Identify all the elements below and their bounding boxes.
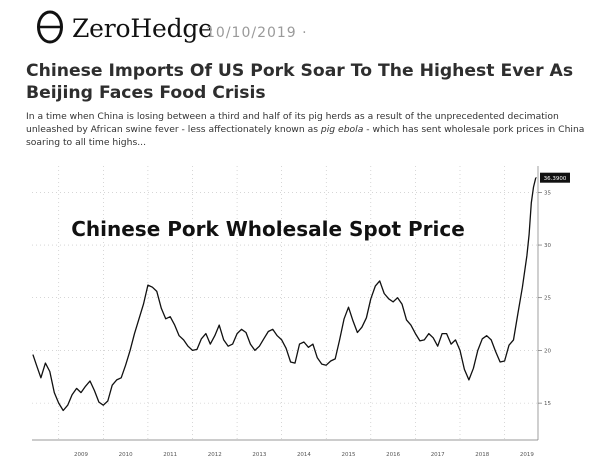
pork-price-chart: 15 20 25 30 35 2009 2010 2011 2012 2013 2014 2015 20… (32, 166, 570, 458)
article-headline[interactable]: Chinese Imports Of US Pork Soar To The H… (26, 61, 574, 103)
x-tick-label: 2010 (119, 452, 133, 458)
article-date-value: 10/10/2019 (206, 25, 297, 41)
chart-container: 15 20 25 30 35 2009 2010 2011 2012 2013 2014 2015 20… (28, 160, 588, 467)
price-series-line (32, 177, 537, 412)
x-tick-label: 2014 (297, 452, 311, 458)
x-tick-label: 2012 (208, 452, 222, 458)
site-logo-text[interactable]: ZeroHedge (72, 14, 213, 43)
x-tick-label: 2019 (520, 452, 534, 458)
x-tick-label: 2018 (475, 452, 489, 458)
axis-layer: 15 20 25 30 35 2009 2010 2011 2012 2013 2014 2015 20… (32, 166, 551, 458)
article-intro: In a time when China is losing between a… (26, 110, 591, 149)
x-tick-label: 2016 (386, 452, 400, 458)
x-tick-label: 2009 (74, 452, 88, 458)
last-value-label: 36.3900 (544, 176, 567, 182)
y-tick-label: 20 (544, 348, 551, 354)
site-header: ZeroHedge 10/10/2019 · (36, 8, 586, 48)
x-tick-label: 2013 (252, 452, 266, 458)
series-layer: 36.3900 (32, 172, 570, 412)
grid-layer (32, 166, 538, 440)
x-tick-label: 2011 (163, 452, 177, 458)
x-tick-label: 2015 (342, 452, 356, 458)
intro-text-2: - which has sent wholesale pork prices i… (26, 124, 585, 148)
chart-title: Chinese Pork Wholesale Spot Price (71, 217, 465, 241)
y-tick-label: 15 (544, 401, 551, 407)
intro-text-1: In a time when China is losing between a… (26, 111, 559, 135)
y-tick-label: 25 (544, 296, 551, 302)
x-tick-label: 2017 (431, 452, 445, 458)
theta-logo-icon[interactable] (36, 10, 64, 44)
article-date: 10/10/2019 · (206, 25, 308, 41)
date-separator: · (302, 25, 308, 41)
y-tick-label: 30 (544, 243, 551, 249)
y-tick-label: 35 (544, 190, 551, 196)
last-value-badge (540, 172, 570, 183)
intro-emphasis: pig ebola (320, 124, 364, 135)
